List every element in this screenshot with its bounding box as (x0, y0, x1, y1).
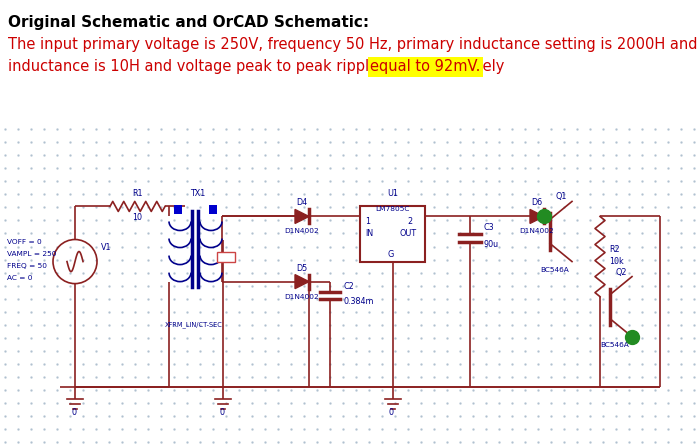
Text: equal to 92mV.: equal to 92mV. (370, 59, 480, 74)
Bar (217, 252, 235, 261)
Text: BC546A: BC546A (600, 342, 629, 348)
Text: 0: 0 (71, 408, 76, 417)
Polygon shape (530, 210, 544, 224)
Text: LM7805C: LM7805C (375, 207, 410, 212)
Text: 2: 2 (407, 218, 412, 227)
Text: V1: V1 (101, 243, 111, 252)
Text: TX1: TX1 (190, 190, 205, 198)
Text: Original Schematic and OrCAD Schematic:: Original Schematic and OrCAD Schematic: (8, 15, 369, 30)
Bar (174, 206, 182, 215)
Polygon shape (295, 210, 309, 224)
Text: D1N4002: D1N4002 (519, 228, 554, 235)
Text: AC = 0: AC = 0 (7, 274, 32, 281)
Text: 1: 1 (365, 218, 370, 227)
Text: Q2: Q2 (615, 268, 626, 277)
Text: OUT: OUT (400, 228, 417, 237)
Text: D6: D6 (531, 198, 542, 207)
Text: R2: R2 (609, 245, 620, 253)
Text: U1: U1 (387, 190, 398, 198)
Text: C3: C3 (483, 224, 493, 232)
Text: 10k: 10k (609, 257, 624, 266)
Text: 90u: 90u (483, 240, 498, 249)
Bar (209, 206, 217, 215)
Text: 0: 0 (389, 408, 393, 417)
Text: The input primary voltage is 250V, frequency 50 Hz, primary inductance setting i: The input primary voltage is 250V, frequ… (8, 37, 700, 52)
Text: BC546A: BC546A (540, 266, 568, 273)
Polygon shape (295, 274, 309, 289)
Text: VAMPL = 250: VAMPL = 250 (7, 251, 57, 257)
Text: VOFF = 0: VOFF = 0 (7, 239, 42, 245)
Text: IN: IN (365, 228, 373, 237)
Bar (360, 207, 425, 261)
Text: inductance is 10H and voltage peak to peak ripple is approximately: inductance is 10H and voltage peak to pe… (8, 59, 509, 74)
Text: FREQ = 50: FREQ = 50 (7, 262, 47, 269)
Text: 0.384m: 0.384m (344, 297, 374, 306)
Text: 0: 0 (219, 408, 224, 417)
Text: D1N4002: D1N4002 (285, 294, 319, 299)
Text: R1: R1 (132, 190, 143, 198)
Text: D1N4002: D1N4002 (285, 228, 319, 235)
Text: 10: 10 (132, 214, 143, 223)
Text: D4: D4 (296, 198, 307, 207)
Text: XFRM_LIN/CT-SEC: XFRM_LIN/CT-SEC (165, 322, 223, 329)
Text: Q1: Q1 (555, 192, 566, 202)
Text: G: G (388, 249, 393, 258)
Text: C2: C2 (344, 282, 355, 291)
Text: D5: D5 (296, 264, 307, 273)
